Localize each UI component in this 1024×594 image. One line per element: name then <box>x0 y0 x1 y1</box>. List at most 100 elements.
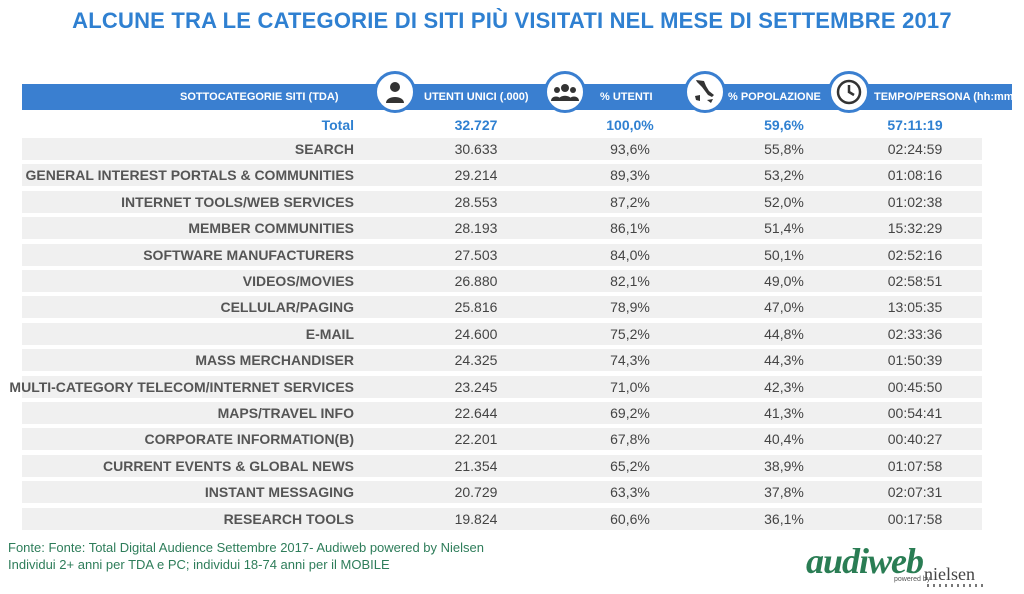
cell-pct-pop: 40,4% <box>764 431 804 448</box>
user-icon <box>374 71 416 113</box>
table-row: E-MAIL 24.600 75,2% 44,8% 02:33:36 <box>0 322 1024 346</box>
cell-category: GENERAL INTEREST PORTALS & COMMUNITIES <box>25 167 355 184</box>
cell-pct-users: 78,9% <box>610 299 650 316</box>
cell-category: MEMBER COMMUNITIES <box>188 220 354 237</box>
table-row: INSTANT MESSAGING 20.729 63,3% 37,8% 02:07:3… <box>0 480 1024 504</box>
cell-pct-pop: 38,9% <box>764 457 804 474</box>
logo-partner: nielsen <box>924 564 975 584</box>
cell-time: 02:07:31 <box>887 484 943 501</box>
cell-pct-users: 74,3% <box>610 352 650 369</box>
table-row: GENERAL INTEREST PORTALS & COMMUNITIES 29… <box>0 163 1024 187</box>
cell-pct-pop: 51,4% <box>764 220 804 237</box>
cell-category: SEARCH <box>294 141 354 157</box>
row-background <box>22 454 982 477</box>
table-row: MAPS/TRAVEL INFO 22.644 69,2% 41,3% 00:54:41 <box>0 401 1024 425</box>
table-row: SOFTWARE MANUFACTURERS 27.503 84,0% 50,1% 02… <box>0 243 1024 267</box>
table-row: MEMBER COMMUNITIES 28.193 86,1% 51,4% 15:32:… <box>0 216 1024 240</box>
cell-category: MAPS/TRAVEL INFO <box>217 405 354 421</box>
table-row: CELLULAR/PAGING 25.816 78,9% 47,0% 13:05:35 <box>0 295 1024 319</box>
cell-users: 26.880 <box>454 273 498 289</box>
cell-pct-pop: 41,3% <box>764 405 804 421</box>
logo-dots <box>927 584 987 587</box>
cell-time: 02:58:51 <box>887 273 943 289</box>
cell-time: 02:52:16 <box>887 246 943 263</box>
page-title: ALCUNE TRA LE CATEGORIE DI SITI PIÙ VISI… <box>72 8 952 33</box>
table-row: RESEARCH TOOLS 19.824 60,6% 36,1% 00:17:58 <box>0 507 1024 531</box>
row-background <box>22 428 982 451</box>
total-label: Total <box>321 117 354 133</box>
cell-users: 23.245 <box>454 378 498 395</box>
cell-category: SOFTWARE MANUFACTURERS <box>143 246 354 263</box>
cell-pct-pop: 50,1% <box>764 246 804 263</box>
total-pct-pop: 59,6% <box>764 117 804 133</box>
header-pct-pop: % POPOLAZIONE <box>728 91 821 103</box>
cell-pct-pop: 52,0% <box>764 193 804 210</box>
table-row: SEARCH 30.633 93,6% 55,8% 02:24:59 <box>0 137 1024 161</box>
cell-time: 00:40:27 <box>887 431 943 448</box>
cell-time: 02:33:36 <box>887 325 943 342</box>
header-pct-users: % UTENTI <box>600 91 653 103</box>
cell-pct-users: 60,6% <box>610 510 650 527</box>
logo-brand: audiweb <box>806 541 924 581</box>
cell-category: RESEARCH TOOLS <box>223 510 354 527</box>
audiweb-logo: audiweb powered by nielsen <box>806 540 1006 590</box>
cell-category: CELLULAR/PAGING <box>220 299 354 316</box>
cell-pct-pop: 36,1% <box>764 510 804 527</box>
cell-time: 01:50:39 <box>887 352 943 369</box>
cell-users: 24.600 <box>454 325 498 342</box>
cell-time: 01:08:16 <box>887 167 943 184</box>
cell-pct-users: 89,3% <box>610 167 650 184</box>
cell-pct-pop: 47,0% <box>764 299 804 316</box>
row-background <box>22 349 982 372</box>
cell-pct-pop: 42,3% <box>764 378 804 395</box>
cell-time: 00:54:41 <box>887 405 943 421</box>
footer-source: Fonte: Fonte: Total Digital Audience Set… <box>8 540 484 555</box>
italy-map-icon <box>684 71 726 113</box>
table-row: MASS MERCHANDISER 24.325 74,3% 44,3% 01:50:3… <box>0 348 1024 372</box>
cell-pct-pop: 55,8% <box>764 141 804 157</box>
row-background <box>22 243 982 266</box>
cell-category: CURRENT EVENTS & GLOBAL NEWS <box>103 457 354 474</box>
cell-time: 15:32:29 <box>887 220 943 237</box>
cell-pct-users: 63,3% <box>610 484 650 501</box>
footer-sample: Individui 2+ anni per TDA e PC; individu… <box>8 557 390 572</box>
total-users: 32.727 <box>454 117 498 133</box>
cell-users: 21.354 <box>454 457 498 474</box>
cell-category: VIDEOS/MOVIES <box>242 273 354 289</box>
cell-category: E-MAIL <box>305 325 354 342</box>
table-row: CORPORATE INFORMATION(B) 22.201 67,8% 40,4%… <box>0 427 1024 451</box>
cell-users: 29.214 <box>454 167 498 184</box>
cell-pct-users: 65,2% <box>610 457 650 474</box>
users-group-icon <box>544 71 586 113</box>
total-row: Total 32.727 100,0% 59,6% 57:11:19 <box>0 112 1024 138</box>
cell-users: 19.824 <box>454 510 498 527</box>
cell-pct-pop: 37,8% <box>764 484 804 501</box>
header-users: UTENTI UNICI (.000) <box>424 91 529 103</box>
cell-pct-pop: 44,8% <box>764 325 804 342</box>
row-background <box>22 322 982 345</box>
table-row: MULTI-CATEGORY TELECOM/INTERNET SERVICES… <box>0 375 1024 399</box>
row-background <box>22 190 982 213</box>
header-category: SOTTOCATEGORIE SITI (TDA) <box>180 91 339 103</box>
cell-pct-users: 67,8% <box>610 431 650 448</box>
clock-icon <box>828 71 870 113</box>
cell-category: CORPORATE INFORMATION(B) <box>144 431 354 448</box>
cell-pct-users: 86,1% <box>610 220 650 237</box>
cell-pct-users: 93,6% <box>610 141 650 157</box>
cell-pct-users: 87,2% <box>610 193 650 210</box>
cell-pct-users: 84,0% <box>610 246 650 263</box>
row-background <box>22 164 982 187</box>
cell-time: 01:02:38 <box>887 193 943 210</box>
cell-time: 00:17:58 <box>887 510 943 527</box>
cell-category: MULTI-CATEGORY TELECOM/INTERNET SERVICES <box>9 378 354 395</box>
cell-pct-pop: 44,3% <box>764 352 804 369</box>
row-background <box>22 402 982 424</box>
row-background <box>22 481 982 504</box>
cell-pct-users: 69,2% <box>610 405 650 421</box>
logo-powered: powered by <box>894 576 931 583</box>
cell-users: 28.193 <box>454 220 498 237</box>
cell-users: 24.325 <box>454 352 498 369</box>
cell-category: MASS MERCHANDISER <box>195 352 354 369</box>
cell-users: 30.633 <box>454 141 498 157</box>
row-background <box>22 296 982 319</box>
